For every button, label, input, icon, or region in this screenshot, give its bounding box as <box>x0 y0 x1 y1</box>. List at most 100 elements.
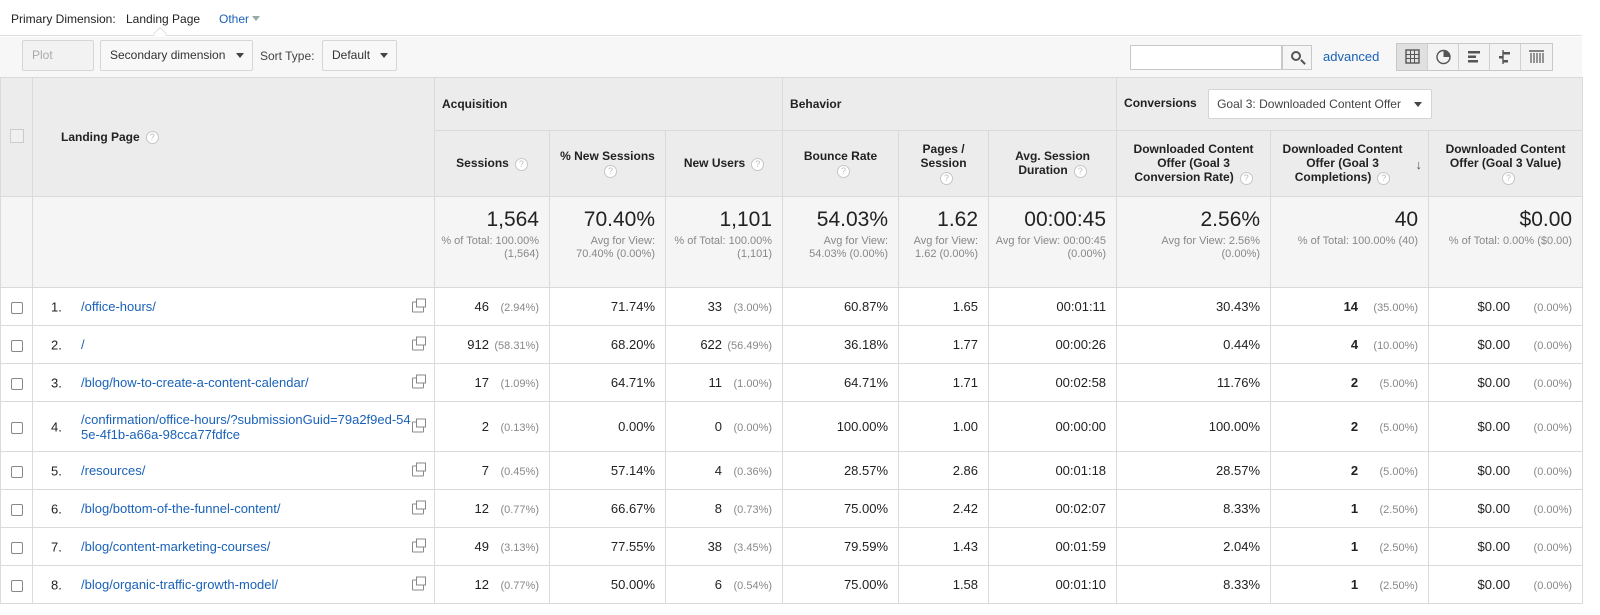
report-table: Landing Page? Acquisition Behavior Conve… <box>0 77 1584 604</box>
completions-header[interactable]: Downloaded Content Offer (Goal 3 Complet… <box>1270 130 1430 197</box>
advanced-filter-link[interactable]: advanced <box>1323 49 1380 64</box>
row-checkbox[interactable] <box>10 301 23 314</box>
comparison-view-icon[interactable] <box>1490 44 1521 70</box>
completions-cell: 2 (5.00%) <box>1270 401 1430 452</box>
landing-page-cell: 3. /blog/how-to-create-a-content-calendar… <box>32 363 435 402</box>
row-checkbox[interactable] <box>10 339 23 352</box>
landing-page-cell: 1. /office-hours/ <box>32 287 435 326</box>
landing-page-header[interactable]: Landing Page? <box>32 77 435 197</box>
help-icon[interactable]: ? <box>1377 171 1391 185</box>
pages-session-header[interactable]: Pages / Session? <box>898 130 990 197</box>
performance-view-icon[interactable] <box>1459 44 1490 70</box>
conv-rate-header[interactable]: Downloaded Content Offer (Goal 3 Convers… <box>1116 130 1272 197</box>
behavior-group-header: Behavior <box>782 77 1118 131</box>
open-page-icon[interactable] <box>412 462 426 476</box>
landing-page-cell: 6. /blog/bottom-of-the-funnel-content/ <box>32 489 435 528</box>
new-users-cell: 8 (0.73%) <box>664 489 784 528</box>
total-bounce-rate-value: 54.03% <box>816 208 889 231</box>
pivot-view-icon[interactable] <box>1521 44 1552 70</box>
pie-view-icon[interactable] <box>1428 44 1459 70</box>
goal-value-value: $0.00 <box>1477 337 1511 352</box>
table-view-icon[interactable] <box>1397 44 1428 70</box>
sessions-cell: 912 (58.31%) <box>434 325 550 364</box>
row-checkbox-cell <box>0 287 33 326</box>
secondary-dimension-dropdown[interactable]: Secondary dimension <box>100 40 253 71</box>
landing-page-link[interactable]: /office-hours/ <box>81 299 156 314</box>
sessions-percent: (0.45%) <box>500 466 539 478</box>
open-page-icon[interactable] <box>412 500 426 514</box>
bounce-rate-header-label: Bounce Rate <box>803 149 878 164</box>
goal-value-percent: (0.00%) <box>1533 580 1573 592</box>
plot-rows-button[interactable]: Plot Rows <box>22 40 94 91</box>
primary-dimension-other[interactable]: Other <box>219 12 250 26</box>
help-icon[interactable]: ? <box>940 171 954 185</box>
new-sessions-header[interactable]: % New Sessions? <box>549 130 666 197</box>
help-icon[interactable]: ? <box>604 164 617 178</box>
open-page-icon[interactable] <box>412 298 426 312</box>
help-icon[interactable]: ? <box>1073 164 1087 178</box>
completions-cell: 1 (2.50%) <box>1270 489 1430 528</box>
help-icon[interactable]: ? <box>1239 171 1253 185</box>
landing-page-link[interactable]: /resources/ <box>81 463 146 478</box>
row-checkbox[interactable] <box>10 579 23 592</box>
landing-page-link[interactable]: /blog/bottom-of-the-funnel-content/ <box>81 501 281 516</box>
total-bounce-rate-sub: Avg for View: 54.03% (0.00%) <box>809 235 889 260</box>
row-number: 6. <box>51 501 62 516</box>
select-all-checkbox[interactable] <box>9 128 24 143</box>
landing-page-cell: 5. /resources/ <box>32 451 435 490</box>
pages-session-cell: 1.43 <box>898 527 990 566</box>
sessions-value: 17 <box>474 375 489 390</box>
help-icon[interactable]: ? <box>145 131 159 145</box>
sessions-value: 912 <box>467 337 489 352</box>
sessions-header[interactable]: Sessions? <box>434 130 550 197</box>
row-checkbox[interactable] <box>10 503 23 516</box>
goal-value-cell: $0.00 (0.00%) <box>1428 401 1584 452</box>
open-page-icon[interactable] <box>412 418 426 432</box>
total-sessions-value: 1,564 <box>486 208 539 231</box>
help-icon[interactable]: ? <box>837 164 851 178</box>
landing-page-link[interactable]: /confirmation/office-hours/?submissionGu… <box>81 411 411 442</box>
new-users-value: 622 <box>700 337 723 352</box>
goal-select-dropdown[interactable]: Goal 3: Downloaded Content Offer <box>1208 89 1432 119</box>
open-page-icon[interactable] <box>412 576 426 590</box>
table-row: 7. /blog/content-marketing-courses/49 (3.1… <box>0 527 1584 566</box>
new-users-value: 6 <box>714 577 723 592</box>
avg-duration-cell: 00:01:11 <box>988 287 1118 326</box>
sort-type-label: Sort Type: <box>260 49 315 63</box>
total-conv-rate: 2.56% Avg for View: 2.56% (0.00%) <box>1116 196 1272 288</box>
completions-value: 1 <box>1350 577 1359 592</box>
row-checkbox[interactable] <box>10 465 23 478</box>
row-checkbox[interactable] <box>10 421 23 434</box>
help-icon[interactable]: ? <box>514 157 528 171</box>
open-page-icon[interactable] <box>412 374 426 388</box>
goal-value-header-label: Downloaded Content Offer (Goal 3 Value) <box>1445 142 1566 171</box>
goal-value-header[interactable]: Downloaded Content Offer (Goal 3 Value)? <box>1428 130 1584 197</box>
landing-page-link[interactable]: /blog/how-to-create-a-content-calendar/ <box>81 375 309 390</box>
landing-page-link[interactable]: / <box>81 337 85 352</box>
table-search-input[interactable] <box>1130 45 1282 70</box>
help-icon[interactable]: ? <box>1502 171 1516 185</box>
search-button[interactable] <box>1282 45 1312 70</box>
row-number: 3. <box>51 375 62 390</box>
open-page-icon[interactable] <box>412 538 426 552</box>
primary-dimension-landing-page[interactable]: Landing Page <box>126 12 201 26</box>
total-sessions-sub: % of Total: 100.00% (1,564) <box>441 235 539 260</box>
avg-duration-header[interactable]: Avg. Session Duration? <box>988 130 1118 197</box>
new-users-header[interactable]: New Users? <box>664 130 784 197</box>
help-icon[interactable]: ? <box>751 157 765 171</box>
row-checkbox[interactable] <box>10 377 23 390</box>
chevron-down-icon[interactable] <box>252 16 260 21</box>
bounce-rate-header[interactable]: Bounce Rate? <box>782 130 900 197</box>
landing-page-link[interactable]: /blog/organic-traffic-growth-model/ <box>81 577 279 592</box>
goal-value-value: $0.00 <box>1477 539 1511 554</box>
completions-percent: (10.00%) <box>1373 340 1419 352</box>
open-page-icon[interactable] <box>412 336 426 350</box>
sort-type-dropdown[interactable]: Default <box>322 40 397 71</box>
conv-rate-cell: 0.44% <box>1116 325 1272 364</box>
sessions-value: 12 <box>474 501 489 516</box>
completions-percent: (5.00%) <box>1379 466 1419 478</box>
completions-value: 14 <box>1343 299 1359 314</box>
sort-descending-icon: ↓ <box>1415 157 1423 172</box>
row-checkbox[interactable] <box>10 541 23 554</box>
landing-page-link[interactable]: /blog/content-marketing-courses/ <box>81 539 271 554</box>
